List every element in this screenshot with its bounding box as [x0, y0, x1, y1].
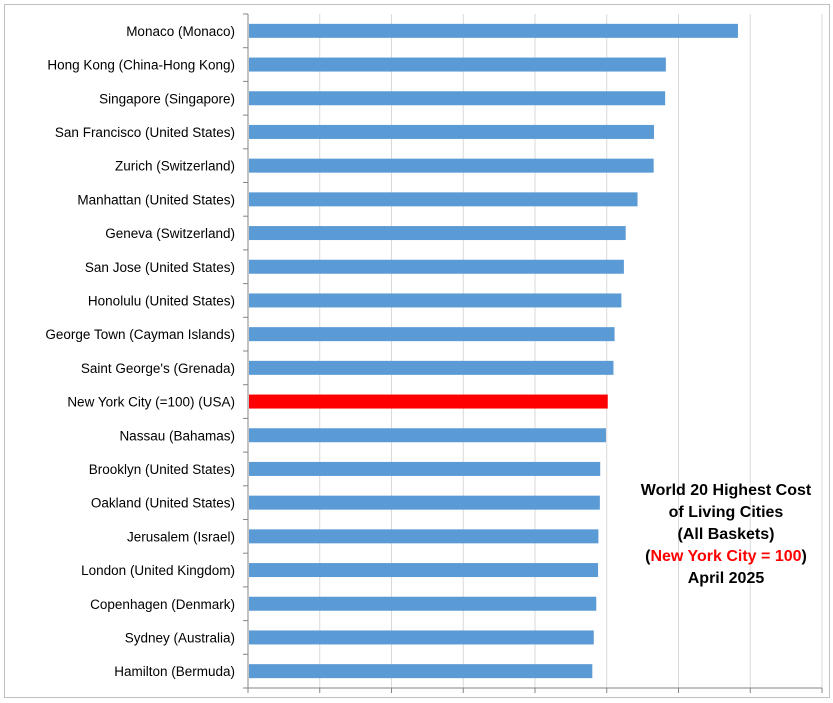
bar	[249, 293, 622, 308]
bar	[249, 23, 738, 38]
bar	[249, 630, 594, 645]
bar	[249, 57, 666, 72]
category-labels: Monaco (Monaco) Hong Kong (China-Hong Kon…	[45, 24, 235, 679]
category-label: Singapore (Singapore)	[99, 91, 235, 106]
title-line-4: (New York City = 100)	[612, 546, 833, 568]
bar	[249, 91, 666, 106]
bar	[249, 529, 599, 544]
axes	[243, 13, 823, 693]
category-label: London (United Kingdom)	[81, 563, 235, 578]
category-label: Saint George's (Grenada)	[81, 361, 235, 376]
category-label: George Town (Cayman Islands)	[45, 327, 235, 342]
title-line-1: World 20 Highest Cost	[640, 482, 812, 499]
bar	[249, 596, 597, 611]
title-highlight: New York City = 100	[650, 548, 802, 565]
category-label: Jerusalem (Israel)	[127, 529, 235, 544]
category-label: Monaco (Monaco)	[126, 24, 235, 39]
title-line-3: (All Baskets)	[677, 526, 775, 543]
bar	[249, 360, 614, 375]
category-label: Copenhagen (Denmark)	[90, 597, 235, 612]
category-label: Honolulu (United States)	[88, 293, 235, 308]
category-label: San Jose (United States)	[85, 260, 235, 275]
category-label: Hamilton (Bermuda)	[114, 664, 235, 679]
bar	[249, 495, 600, 510]
category-label: New York City (=100) (USA)	[67, 395, 235, 410]
category-label: Brooklyn (United States)	[89, 462, 235, 477]
category-label: San Francisco (United States)	[55, 125, 235, 140]
bars	[249, 23, 738, 679]
bar	[249, 192, 638, 207]
bar	[249, 327, 615, 342]
title-line-5: April 2025	[687, 570, 765, 587]
bar	[249, 259, 624, 274]
title-line-2: of Living Cities	[668, 504, 784, 521]
bar	[249, 394, 608, 409]
title-paren-open: (	[645, 548, 651, 565]
title-paren-close: )	[801, 548, 807, 565]
chart-title: World 20 Highest Cost of Living Cities (…	[612, 480, 833, 590]
category-label: Zurich (Switzerland)	[115, 159, 235, 174]
bar	[249, 226, 626, 241]
category-label: Hong Kong (China-Hong Kong)	[47, 58, 235, 73]
chart-frame	[4, 4, 830, 698]
category-label: Geneva (Switzerland)	[105, 226, 235, 241]
bar	[249, 664, 593, 679]
category-label: Oakland (United States)	[91, 496, 235, 511]
category-label: Sydney (Australia)	[125, 630, 235, 645]
category-label: Nassau (Bahamas)	[119, 428, 235, 443]
bar	[249, 158, 654, 173]
bar	[249, 428, 606, 443]
bar	[249, 461, 601, 476]
bar	[249, 563, 599, 578]
bar	[249, 124, 655, 139]
category-label: Manhattan (United States)	[77, 192, 235, 207]
